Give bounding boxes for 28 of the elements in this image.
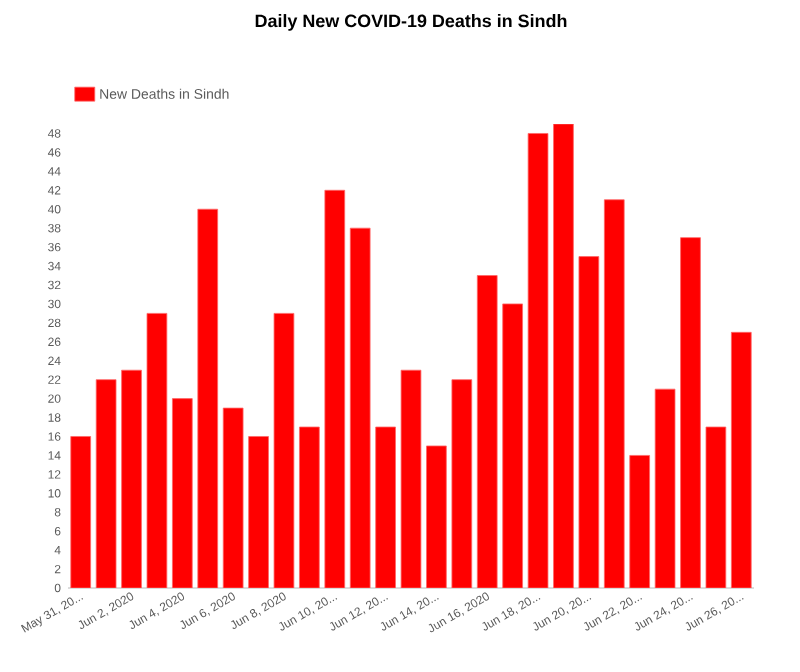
bar <box>654 388 676 588</box>
bar <box>375 426 396 588</box>
bar <box>502 303 523 588</box>
bar <box>70 436 92 588</box>
bar <box>349 227 371 588</box>
bar <box>730 331 752 588</box>
bar <box>400 369 422 588</box>
bar <box>553 124 574 588</box>
bar <box>603 199 625 588</box>
bar <box>299 426 320 588</box>
bar <box>273 312 295 588</box>
bar <box>121 369 142 588</box>
bar <box>172 398 193 588</box>
bar <box>426 445 447 588</box>
bar <box>476 275 498 588</box>
bar <box>324 189 346 588</box>
bar <box>146 312 168 588</box>
bar <box>705 426 727 588</box>
bar <box>95 379 117 588</box>
bar <box>451 379 473 588</box>
bar <box>527 133 549 588</box>
chart-title: Daily New COVID-19 Deaths in Sindh <box>255 14 567 31</box>
bar <box>578 256 600 588</box>
bar <box>197 208 219 588</box>
bar <box>629 455 650 588</box>
bar <box>248 436 269 588</box>
bar <box>222 407 244 588</box>
bar <box>680 237 701 588</box>
